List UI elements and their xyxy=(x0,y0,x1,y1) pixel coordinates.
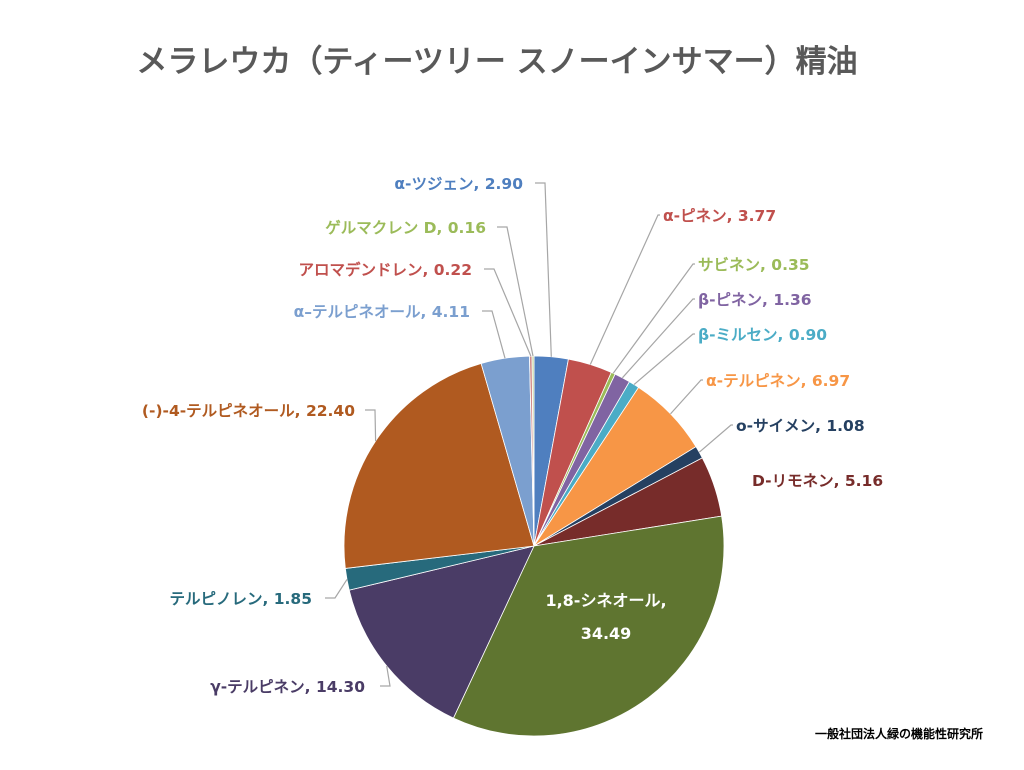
slice-label: サビネン, 0.35 xyxy=(698,256,810,274)
slice-label: アロマデンドレン, 0.22 xyxy=(298,260,472,279)
slice-label: D-リモネン, 5.16 xyxy=(752,472,883,490)
leader-line xyxy=(380,665,391,687)
pie-slice xyxy=(348,545,535,719)
source-note: 一般社団法人緑の機能性研究所 xyxy=(815,726,983,741)
leader-line xyxy=(365,409,377,442)
slice-label: γ-テルピネン, 14.30 xyxy=(210,678,365,696)
pie-slice xyxy=(452,515,725,737)
leader-line xyxy=(621,298,695,379)
slice-labels: α-ツジェン, 2.90 α-ピネン, 3.77 サビネン, 0.35 β-ピネン, … xyxy=(142,175,883,696)
pie-slices xyxy=(343,355,725,737)
leader-line xyxy=(698,424,733,453)
slice-label: α-ツジェン, 2.90 xyxy=(394,175,523,193)
leader-line xyxy=(535,182,552,357)
slice-label: β-ミルセン, 0.90 xyxy=(698,326,827,344)
slice-value-label: 34.49 xyxy=(581,624,632,643)
leader-line xyxy=(612,263,695,374)
slice-label: α-テルピネン, 6.97 xyxy=(706,372,850,390)
leader-line xyxy=(484,268,532,357)
slice-label: ゲルマクレン D, 0.16 xyxy=(325,218,486,237)
slice-label: (-)-4-テルピネオール, 22.40 xyxy=(142,402,355,420)
pie-slice xyxy=(531,355,535,547)
slice-label: β-ピネン, 1.36 xyxy=(698,291,812,309)
leader-line xyxy=(670,379,703,415)
chart-title: メラレウカ（ティーツリー スノーインサマー）精油 xyxy=(136,44,857,80)
leader-lines xyxy=(325,182,733,687)
leader-line xyxy=(497,226,534,357)
slice-label: α–テルピネオール, 4.11 xyxy=(294,303,470,321)
slice-label: α-ピネン, 3.77 xyxy=(663,207,776,225)
leader-line xyxy=(482,310,506,359)
leader-line xyxy=(589,214,660,365)
slice-label: 1,8-シネオール, xyxy=(545,591,666,610)
slice-label: テルピノレン, 1.85 xyxy=(169,590,312,608)
leader-line xyxy=(325,579,348,599)
slice-label: o-サイメン, 1.08 xyxy=(736,417,865,435)
leader-line xyxy=(633,333,695,385)
